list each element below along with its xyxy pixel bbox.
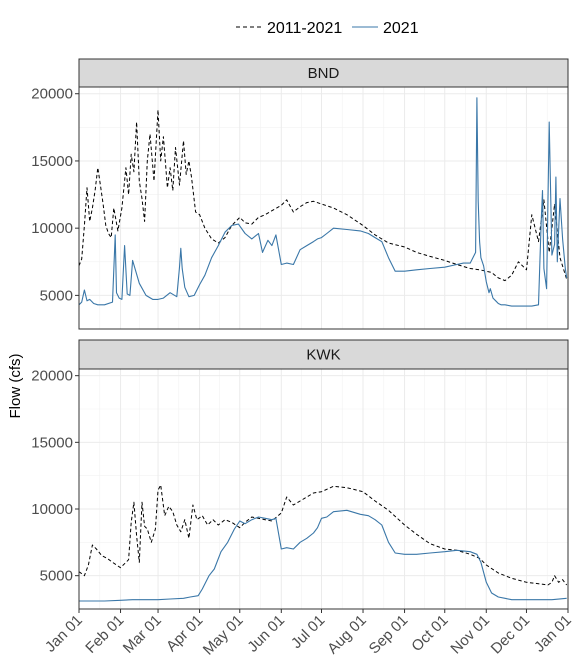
x-tick-label: May 01 — [200, 612, 247, 659]
panel-strip-label: BND — [308, 65, 340, 82]
panel-kwk: KWK 5000 10000 15000 20000 — [31, 339, 569, 610]
x-tick-label: Dec 01 — [488, 612, 534, 658]
y-axis-title: Flow (cfs) — [7, 354, 24, 419]
series-line-2011-2021 — [78, 484, 568, 586]
panel-strip — [78, 339, 569, 370]
x-tick-label: Oct 01 — [408, 612, 451, 655]
legend-label: 2011-2021 — [267, 20, 342, 37]
x-tick-label: Nov 01 — [447, 612, 493, 658]
series-line-2021 — [79, 509, 567, 602]
panel-strip-label: KWK — [306, 347, 340, 364]
y-tick-label: 15000 — [31, 434, 73, 451]
y-tick-label: 10000 — [31, 220, 73, 237]
x-tick-label: Apr 01 — [163, 612, 206, 655]
series-line-2011-2021 — [78, 109, 568, 282]
panel-bnd: BND 5000 10000 15000 20000 — [31, 58, 569, 330]
x-tick-label: Jul 01 — [288, 612, 328, 652]
plot-area — [79, 87, 568, 329]
x-tick-label: Mar 01 — [120, 612, 165, 657]
legend-label: 2021 — [383, 20, 419, 37]
legend: 2011-2021 2021 — [236, 20, 419, 37]
series-line-2021 — [78, 97, 568, 307]
plot-area — [79, 369, 568, 609]
x-tick-label: Aug 01 — [324, 612, 370, 658]
y-tick-label: 20000 — [31, 86, 73, 103]
y-tick-label: 10000 — [31, 501, 73, 518]
y-tick-label: 20000 — [31, 368, 73, 385]
panel-border — [78, 86, 569, 330]
x-tick-label: Sep 01 — [366, 612, 412, 658]
y-tick-label: 15000 — [31, 153, 73, 170]
y-tick-label: 5000 — [40, 568, 73, 585]
panel-border — [78, 368, 569, 610]
panels: BND 5000 10000 15000 20000 KWK 5000 10000 15000 2… — [31, 58, 569, 610]
x-tick-label: Jan 01 — [42, 612, 86, 656]
x-tick-label: Jun 01 — [244, 612, 288, 656]
x-tick-label: Jan 01 — [531, 612, 575, 656]
x-tick-label: Feb 01 — [82, 612, 127, 657]
y-tick-label: 5000 — [40, 287, 73, 304]
